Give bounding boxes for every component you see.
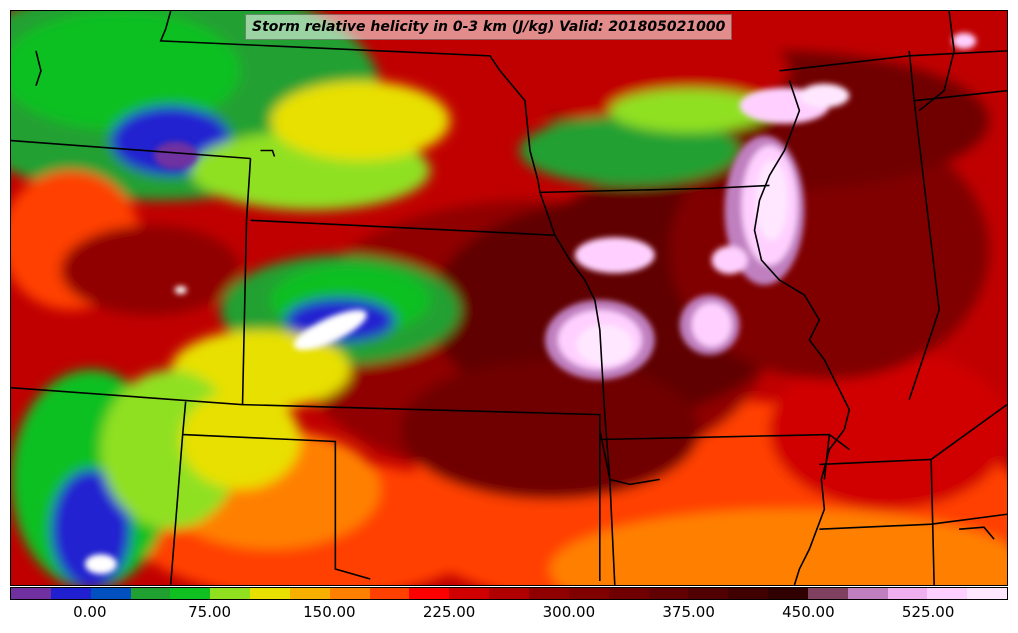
colorbar-ticks: 0.00 75.00 150.00 225.00 300.00 375.00 450.00 5… (10, 603, 1008, 625)
colorbar-segment (130, 588, 171, 599)
low-helicity-patches (84, 141, 367, 575)
colorbar-segment (289, 588, 330, 599)
state-boundaries (11, 11, 1007, 585)
colorbar-tick-label: 0.00 (73, 603, 107, 621)
colorbar-segment (210, 588, 251, 599)
colorbar-segment (927, 588, 968, 599)
colorbar-segment (250, 588, 290, 599)
colorbar-segment (369, 588, 410, 599)
colorbar-segment (608, 588, 649, 599)
colorbar-segment (887, 588, 928, 599)
colorbar-segment (409, 588, 450, 599)
colorbar-segment (50, 588, 91, 599)
colorbar-tick-label: 525.00 (901, 603, 955, 621)
colorbar-tick-label: 75.00 (188, 603, 232, 621)
helicity-field (11, 11, 1007, 585)
colorbar-tick-label: 225.00 (422, 603, 476, 621)
colorbar-segment (648, 588, 689, 599)
colorbar-segment (489, 588, 529, 599)
colorbar-segment (688, 588, 729, 599)
colorbar-segment (568, 588, 609, 599)
colorbar-segment (90, 588, 131, 599)
colorbar-tick-label: 300.00 (542, 603, 596, 621)
helicity-map (10, 10, 1008, 586)
map-canvas (11, 11, 1007, 585)
colorbar-segment (768, 588, 808, 599)
colorbar-segment (449, 588, 490, 599)
colorbar-segment (967, 588, 1008, 599)
colorbar-segment (807, 588, 848, 599)
colorbar-segment (847, 588, 888, 599)
colorbar (10, 587, 1008, 600)
colorbar-segment (170, 588, 211, 599)
map-title: Storm relative helicity in 0-3 km (J/kg)… (245, 14, 733, 40)
colorbar-segment (329, 588, 370, 599)
colorbar-segment (728, 588, 769, 599)
colorbar-segment (11, 588, 51, 599)
colorbar-tick-label: 375.00 (662, 603, 715, 621)
colorbar-segment (528, 588, 569, 599)
colorbar-tick-label: 450.00 (782, 603, 835, 621)
colorbar-tick-label: 150.00 (303, 603, 356, 621)
